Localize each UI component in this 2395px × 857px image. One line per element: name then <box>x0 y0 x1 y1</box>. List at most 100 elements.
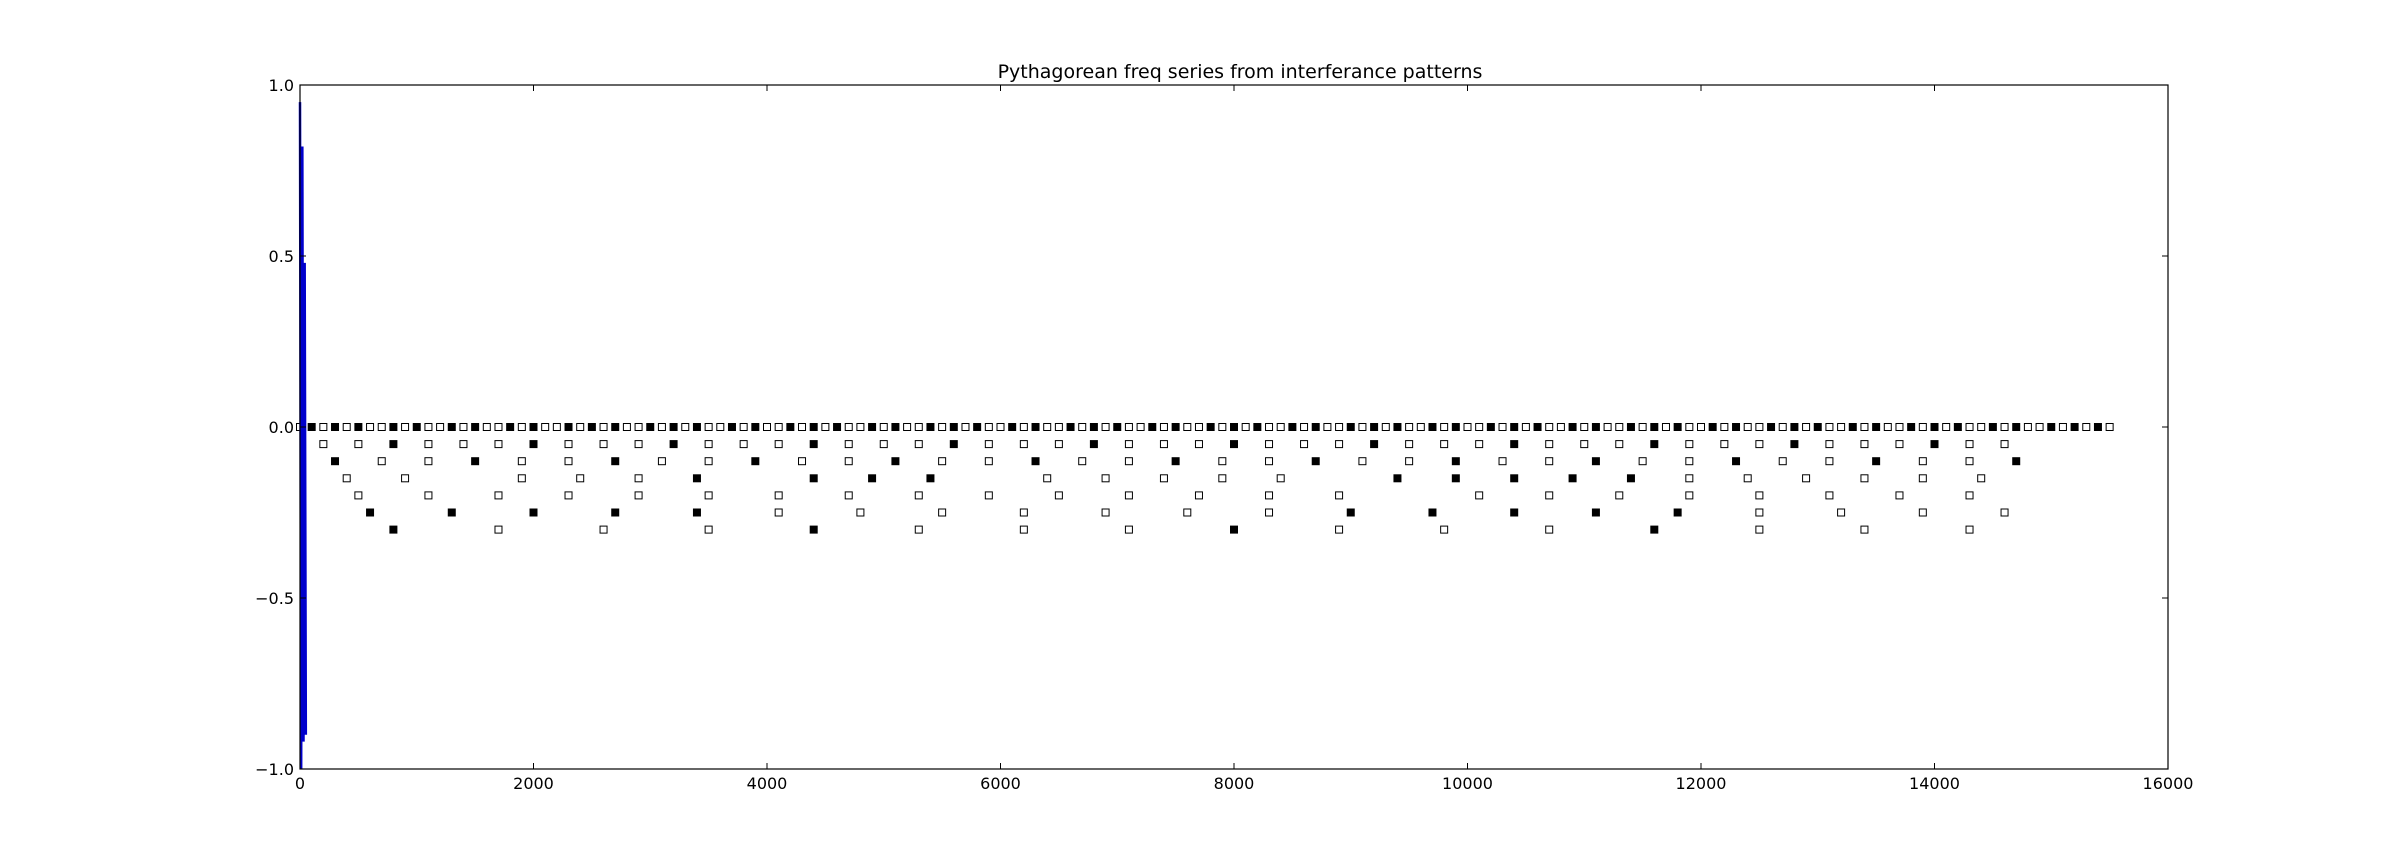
open-square-point <box>938 423 947 431</box>
open-square-point <box>1475 440 1484 449</box>
open-square-point <box>856 508 865 517</box>
plot-area <box>296 102 2114 770</box>
open-square-point <box>599 525 608 534</box>
open-square-point <box>1405 440 1414 449</box>
open-square-point <box>774 440 783 449</box>
filled-square-point <box>1767 423 1776 431</box>
filled-square-point <box>1031 423 1040 431</box>
open-square-point <box>1743 474 1752 483</box>
filled-square-point <box>692 423 701 431</box>
open-square-point <box>984 423 993 431</box>
open-square-point <box>1965 525 1974 534</box>
open-square-point <box>1124 423 1133 431</box>
open-square-point <box>984 440 993 449</box>
filled-square-point <box>727 423 736 431</box>
filled-square-point <box>1230 423 1238 431</box>
open-square-point <box>576 423 585 431</box>
open-square-point <box>1580 423 1589 431</box>
y-tick-label: −1.0 <box>255 760 294 779</box>
filled-square-point <box>1872 457 1881 466</box>
open-square-point <box>1241 423 1250 431</box>
open-square-point <box>1860 440 1869 449</box>
open-square-point <box>1895 440 1904 449</box>
open-square-point <box>739 423 748 431</box>
open-square-point <box>844 457 853 466</box>
open-square-point <box>1265 508 1274 517</box>
filled-square-point <box>1953 423 1962 431</box>
open-square-point <box>1218 423 1227 431</box>
open-square-point <box>914 440 923 449</box>
filled-square-point <box>692 474 701 483</box>
open-square-point <box>1837 508 1846 517</box>
filled-square-point <box>1813 423 1822 431</box>
filled-square-point <box>611 457 620 466</box>
open-square-point <box>1124 525 1133 534</box>
filled-square-point <box>1230 525 1238 534</box>
filled-square-point <box>1486 423 1495 431</box>
filled-square-point <box>1089 423 1098 431</box>
filled-square-point <box>1907 423 1916 431</box>
filled-square-point <box>471 457 480 466</box>
open-square-point <box>1603 423 1612 431</box>
open-square-point <box>1802 474 1811 483</box>
open-square-point <box>1755 491 1764 500</box>
open-square-point <box>1697 423 1705 431</box>
x-tick-label: 4000 <box>747 774 788 793</box>
open-square-point <box>1825 491 1834 500</box>
open-square-point <box>1183 423 1192 431</box>
x-tick-label: 16000 <box>2143 774 2194 793</box>
open-square-point <box>401 423 410 431</box>
filled-square-point <box>646 423 655 431</box>
filled-square-point <box>1510 423 1519 431</box>
open-square-point <box>1101 423 1110 431</box>
open-square-point <box>424 423 433 431</box>
filled-square-point <box>1708 423 1717 431</box>
open-square-point <box>1825 440 1834 449</box>
filled-square-point <box>1253 423 1262 431</box>
x-tick-label: 10000 <box>1442 774 1493 793</box>
open-square-point <box>1498 457 1507 466</box>
open-square-point <box>1837 423 1846 431</box>
open-square-point <box>517 457 526 466</box>
open-square-point <box>622 423 631 431</box>
open-square-point <box>1194 440 1203 449</box>
open-square-point <box>1755 440 1764 449</box>
filled-square-point <box>1650 423 1659 431</box>
chart-title: Pythagorean freq series from interferanc… <box>998 61 1483 83</box>
x-tick-label: 0 <box>295 774 305 793</box>
open-square-point <box>1895 491 1904 500</box>
filled-square-point <box>1311 457 1320 466</box>
open-square-point <box>1580 440 1589 449</box>
open-square-point <box>1124 457 1133 466</box>
open-square-point <box>354 491 363 500</box>
filled-square-point <box>692 508 701 517</box>
open-square-point <box>1300 423 1309 431</box>
open-square-point <box>1265 457 1274 466</box>
open-square-point <box>914 491 923 500</box>
open-square-point <box>366 423 375 431</box>
open-square-point <box>1265 440 1274 449</box>
open-square-point <box>1918 457 1927 466</box>
open-square-point <box>1615 491 1624 500</box>
open-square-point <box>1860 423 1869 431</box>
open-square-point <box>914 423 923 431</box>
filled-square-point <box>2093 423 2102 431</box>
filled-square-point <box>1790 423 1799 431</box>
open-square-point <box>494 440 503 449</box>
open-square-point <box>1720 440 1729 449</box>
filled-square-point <box>926 423 935 431</box>
filled-square-point <box>529 440 538 449</box>
open-square-point <box>2058 423 2067 431</box>
filled-square-point <box>926 474 935 483</box>
open-square-point <box>1159 440 1168 449</box>
filled-square-point <box>611 508 620 517</box>
open-square-point <box>1159 474 1168 483</box>
open-square-point <box>1475 491 1484 500</box>
open-square-point <box>482 423 491 431</box>
open-square-point <box>599 423 608 431</box>
open-square-point <box>704 457 713 466</box>
filled-square-point <box>1393 423 1402 431</box>
open-square-point <box>1194 491 1203 500</box>
open-square-point <box>1335 491 1344 500</box>
filled-square-point <box>1673 423 1682 431</box>
